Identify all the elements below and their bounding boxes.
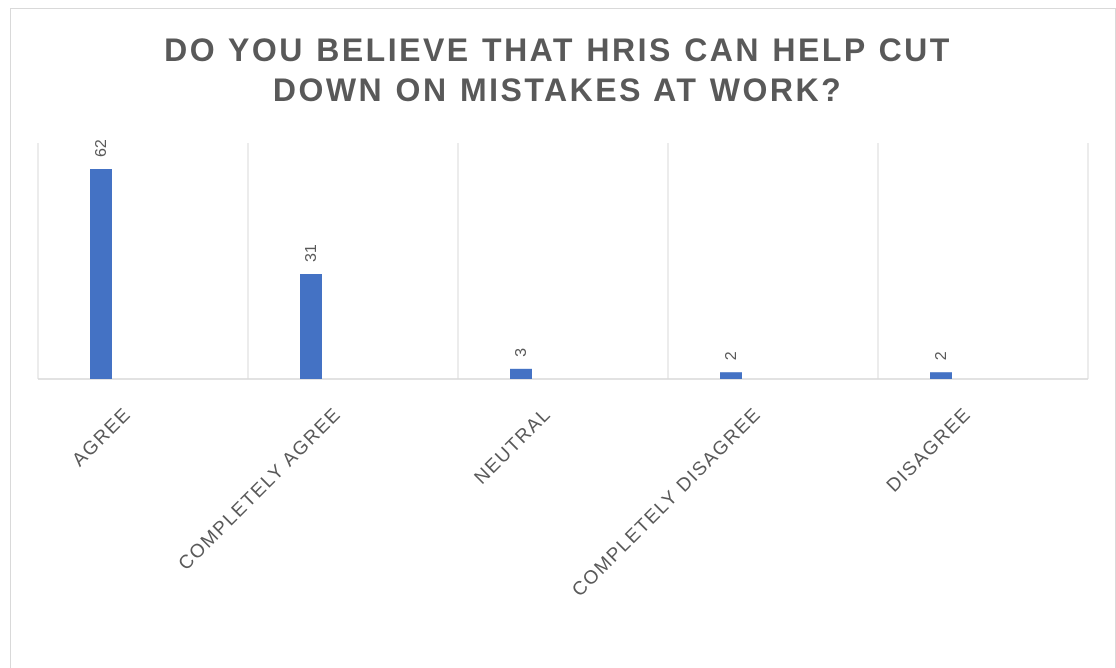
category-labels-layer: AGREE COMPLETELY AGREE NEUTRAL COMPLETELY D… <box>68 404 975 601</box>
data-label: 2 <box>723 351 740 360</box>
bars-layer <box>90 169 952 379</box>
bar <box>720 372 742 379</box>
category-label: DISAGREE <box>883 404 976 497</box>
data-label: 3 <box>513 348 530 357</box>
category-label: COMPLETELY DISAGREE <box>568 404 765 601</box>
bar <box>510 369 532 379</box>
data-labels-layer: 62 31 3 2 2 <box>93 139 950 360</box>
bar <box>90 169 112 379</box>
category-label: AGREE <box>68 404 135 471</box>
category-label: NEUTRAL <box>471 404 556 489</box>
data-label: 62 <box>93 139 110 157</box>
grid-layer <box>38 143 1088 379</box>
data-label: 2 <box>933 351 950 360</box>
data-label: 31 <box>303 244 320 262</box>
bar <box>300 274 322 379</box>
bar-chart: 62 31 3 2 2 AGREE COMPLETELY AGREE NEUTRAL COMP… <box>0 0 1116 650</box>
category-label: COMPLETELY AGREE <box>175 404 346 575</box>
bar <box>930 372 952 379</box>
